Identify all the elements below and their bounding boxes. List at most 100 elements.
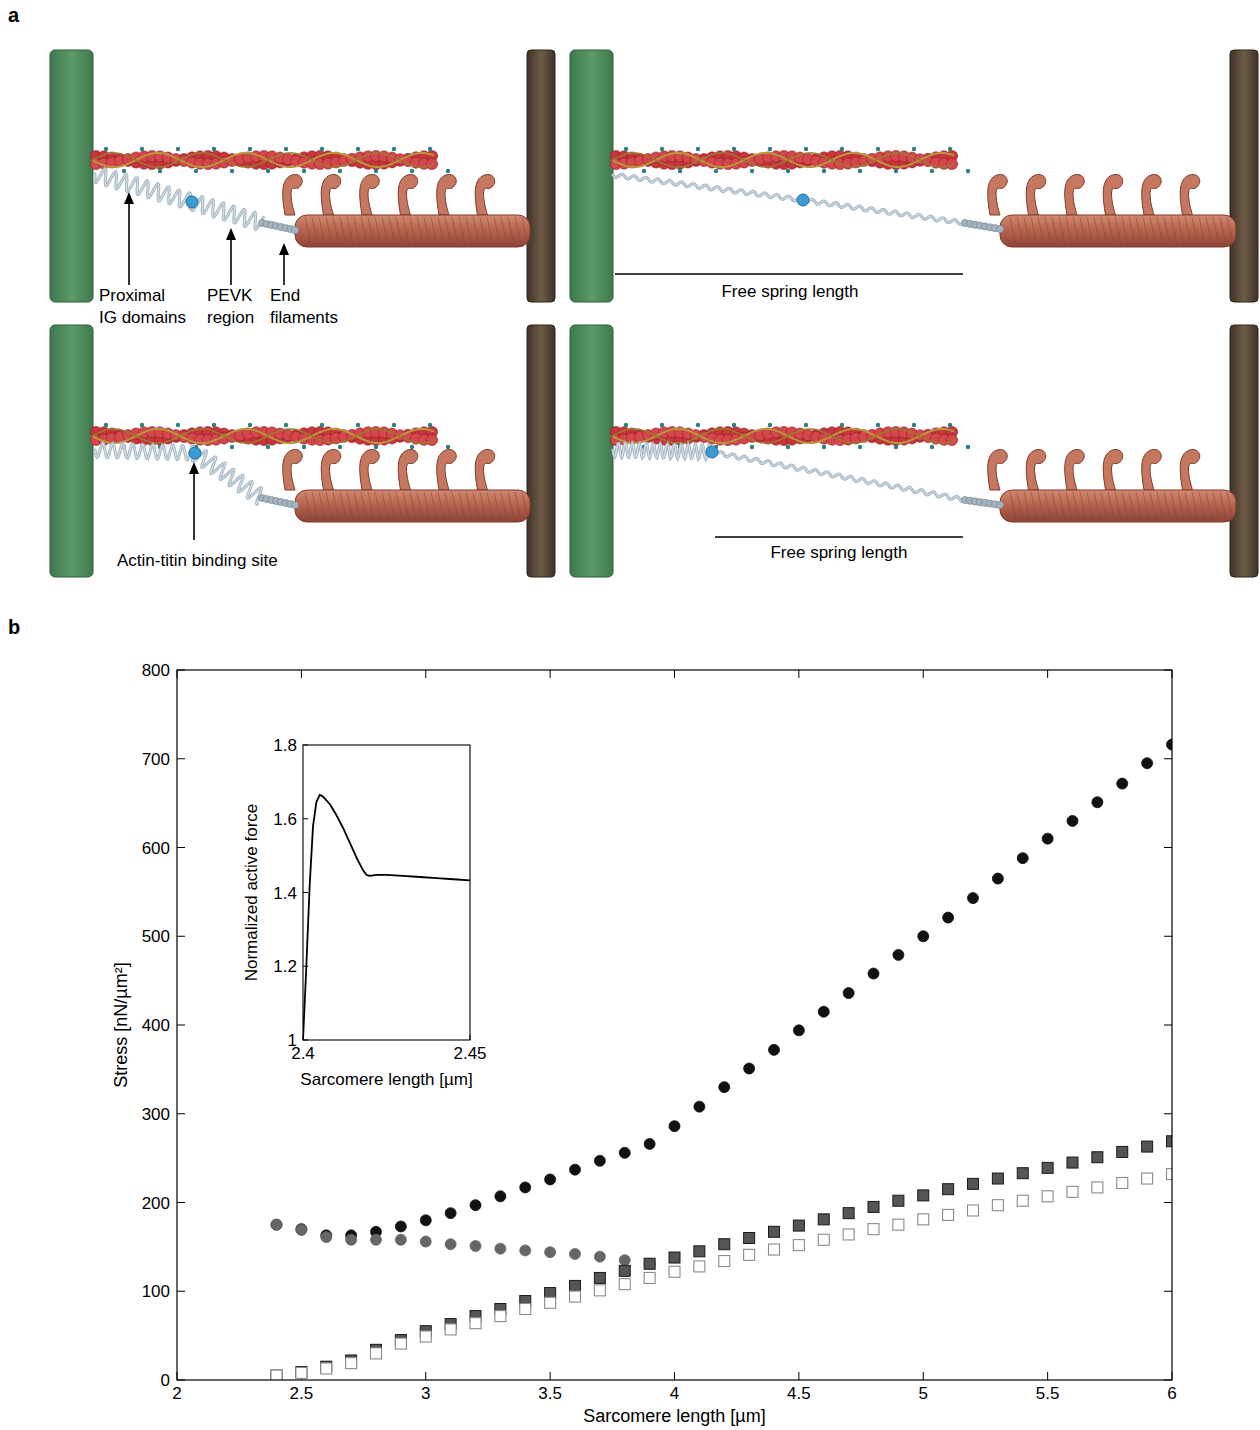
actin-monomer: [946, 158, 957, 169]
inset-y-tick-label: 1.4: [273, 884, 297, 903]
circle-point: [296, 1224, 307, 1235]
circle-point: [296, 1225, 307, 1236]
open-square-point: [769, 1244, 780, 1255]
troponin: [660, 147, 664, 151]
troponin: [338, 169, 342, 173]
circle-point: [470, 1200, 481, 1211]
square-point: [694, 1246, 705, 1257]
square-point: [1117, 1146, 1128, 1157]
square-point: [619, 1265, 630, 1276]
diagram: ProximalIG domainsPEVKregionEndfilaments…: [50, 50, 1258, 577]
troponin: [302, 445, 306, 449]
myosin-head: [437, 174, 457, 215]
thin-filament: [610, 147, 970, 173]
open-square-point: [470, 1318, 481, 1329]
y-tick-label: 200: [142, 1194, 170, 1213]
x-tick-label: 2.5: [290, 1384, 314, 1403]
troponin: [876, 423, 880, 427]
open-square-point: [1092, 1182, 1103, 1193]
open-square-point: [395, 1338, 406, 1349]
myosin-texture: [305, 492, 528, 520]
inset-marks: [303, 795, 470, 1040]
open-square-point: [619, 1279, 630, 1290]
open-square-point: [818, 1234, 829, 1245]
open-square-point: [744, 1249, 755, 1260]
myosin-texture: [1010, 217, 1233, 245]
diagram-label: End: [270, 286, 300, 305]
open-square-point: [992, 1200, 1003, 1211]
diagram-label: Free spring length: [721, 282, 858, 301]
x-tick: [674, 1372, 675, 1380]
circle-point: [669, 1121, 680, 1132]
diagram-label: PEVK: [207, 286, 253, 305]
troponin: [696, 423, 700, 427]
troponin: [122, 169, 126, 173]
circle-point: [346, 1234, 357, 1245]
troponin: [176, 147, 180, 151]
myosin-head: [988, 449, 1008, 490]
troponin: [284, 147, 288, 151]
troponin: [858, 169, 862, 173]
arrow-head: [189, 462, 199, 474]
diagram-label: Actin-titin binding site: [117, 551, 278, 570]
troponin: [768, 147, 772, 151]
troponin: [392, 423, 396, 427]
circle-point: [619, 1255, 630, 1266]
arrow-shaft: [193, 470, 195, 540]
circle-point: [968, 893, 979, 904]
titin-highlight: [192, 197, 264, 230]
troponin: [894, 169, 898, 173]
y-tick-right: [1164, 1202, 1172, 1203]
x-tick: [923, 1372, 924, 1380]
arrow-shaft: [283, 251, 285, 285]
thick-filament: [283, 449, 530, 522]
open-square-point: [545, 1297, 556, 1308]
troponin: [948, 147, 952, 151]
square-point: [793, 1220, 804, 1231]
troponin: [786, 169, 790, 173]
square-point: [719, 1239, 730, 1250]
troponin: [714, 169, 718, 173]
circle-point: [420, 1236, 431, 1247]
x-tick-label: 5.5: [1036, 1384, 1060, 1403]
y-tick-right: [1164, 1025, 1172, 1026]
circle-point: [644, 1138, 655, 1149]
y-tick-right: [1164, 847, 1172, 848]
myosin-head: [283, 174, 303, 215]
troponin: [912, 147, 916, 151]
open-square-point: [918, 1214, 929, 1225]
y-axis-title: Stress [nN/µm²]: [111, 962, 131, 1087]
square-point: [992, 1173, 1003, 1184]
circle-point: [594, 1251, 605, 1262]
circle-point: [1167, 739, 1173, 750]
square-point: [1017, 1168, 1028, 1179]
thin-filament: [90, 147, 450, 173]
titin-end-filament: [996, 501, 1003, 508]
m-line: [527, 325, 555, 577]
open-square-point: [520, 1304, 531, 1315]
troponin: [912, 423, 916, 427]
inset-x-tick-label: 2.45: [453, 1044, 486, 1063]
tropomyosin: [92, 429, 434, 443]
circle-point: [769, 1044, 780, 1055]
data-marks: [271, 739, 1172, 1380]
y-tick-right: [1164, 758, 1172, 759]
inset-chart: 2.42.4511.21.41.61.8Sarcomere length [µm…: [242, 736, 487, 1089]
open-square-point: [793, 1240, 804, 1251]
square-point: [296, 1367, 307, 1378]
square-point: [669, 1252, 680, 1263]
myosin-head: [437, 449, 457, 490]
troponin: [248, 423, 252, 427]
troponin: [822, 445, 826, 449]
circle-point: [793, 1025, 804, 1036]
titin-highlight: [712, 452, 964, 502]
square-point: [271, 1370, 282, 1380]
tropomyosin: [612, 153, 954, 167]
titin-end-filament: [996, 225, 1003, 232]
troponin: [642, 169, 646, 173]
open-square-point: [1042, 1191, 1053, 1202]
x-tick-label: 2: [172, 1384, 181, 1403]
x-tick: [425, 1372, 426, 1380]
arrow-head: [124, 192, 134, 204]
y-tick: [177, 1025, 185, 1026]
